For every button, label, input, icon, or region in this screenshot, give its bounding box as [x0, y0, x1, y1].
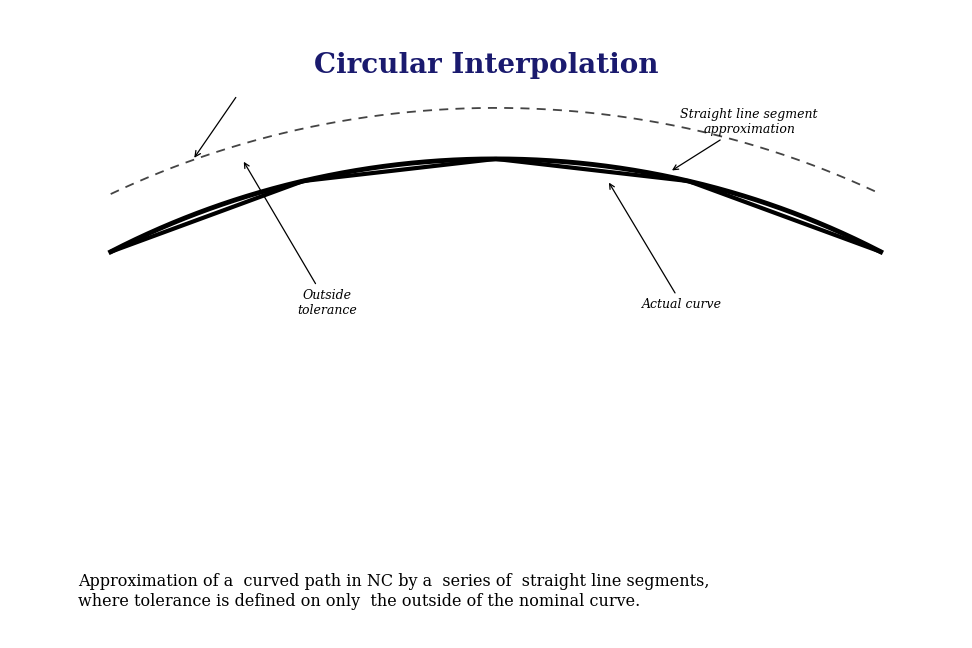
Text: Approximation of a  curved path in NC by a  series of  straight line segments,
w: Approximation of a curved path in NC by … [78, 573, 710, 610]
Text: Outside
tolerance: Outside tolerance [245, 163, 357, 317]
Text: Straight line segment
approximation: Straight line segment approximation [674, 108, 817, 170]
Text: Actual curve: Actual curve [609, 184, 722, 311]
Text: Circular Interpolation: Circular Interpolation [314, 52, 658, 79]
